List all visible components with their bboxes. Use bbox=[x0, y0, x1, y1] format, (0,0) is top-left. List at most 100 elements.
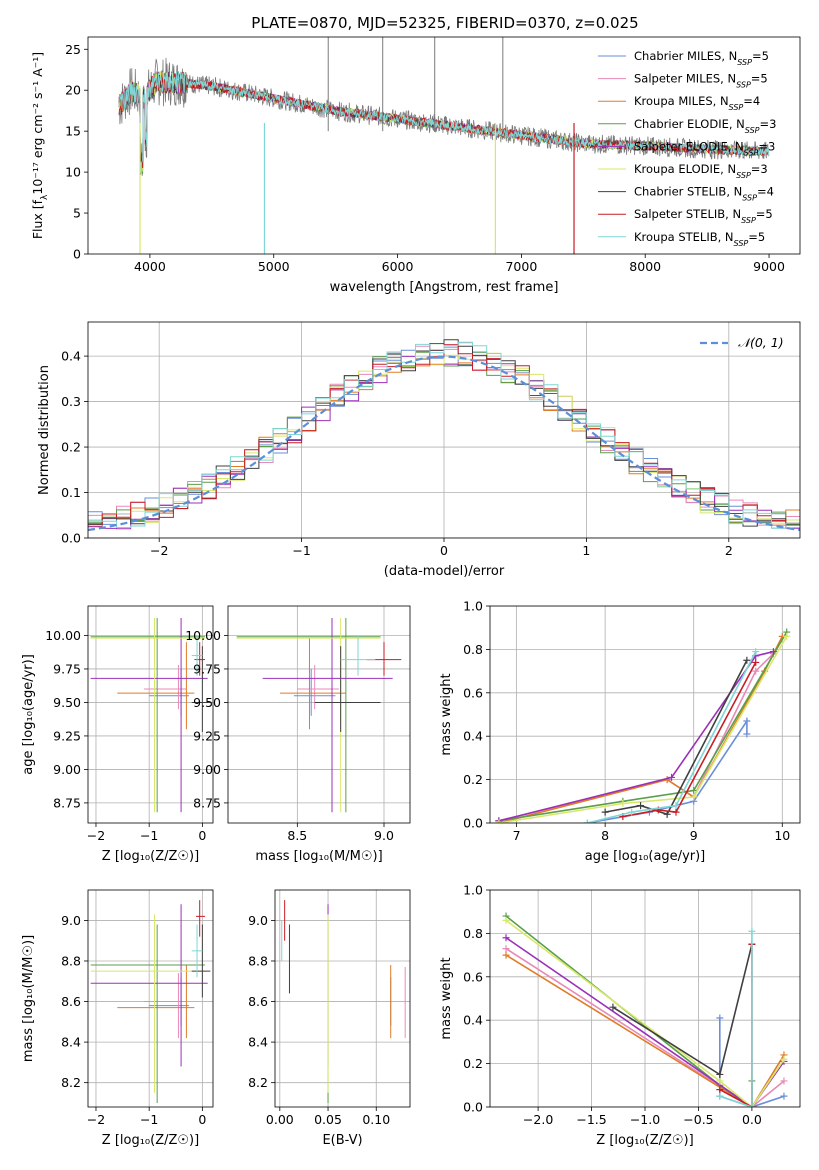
y-axis-label-sub: λ bbox=[40, 194, 50, 200]
y-tick-label: 0.0 bbox=[463, 1100, 483, 1115]
mass-weight-marker-kroupa-stelib bbox=[583, 819, 591, 823]
legend-nssp-sub: SSP bbox=[744, 148, 759, 157]
x-tick-label: 0.10 bbox=[362, 1112, 390, 1127]
x-tick-label: −0.5 bbox=[683, 1112, 713, 1127]
y-tick-label: 10.00 bbox=[45, 628, 81, 643]
legend-label-chabrier-stelib: Chabrier STELIB, NSSP=4 bbox=[634, 185, 774, 203]
legend-series-name: Chabrier STELIB, N bbox=[634, 185, 742, 199]
y-axis-label: mass weight bbox=[439, 957, 454, 1039]
axes-frame bbox=[227, 605, 411, 824]
mass-weight-marker-salpeter-miles bbox=[502, 945, 510, 953]
y-tick-label: 9.00 bbox=[193, 762, 221, 777]
legend-label-kroupa-miles: Kroupa MILES, NSSP=4 bbox=[634, 94, 760, 112]
y-tick-label: 1.0 bbox=[463, 883, 483, 898]
y-tick-label: 9.0 bbox=[61, 913, 81, 928]
y-tick-label: 9.50 bbox=[53, 695, 81, 710]
mass-weight-line-kroupa-elodie bbox=[505, 919, 785, 1107]
legend-label-chabrier-miles: Chabrier MILES, NSSP=5 bbox=[634, 49, 769, 67]
legend-nssp-sub: SSP bbox=[736, 171, 751, 180]
mass-weight-line-salpeter-miles bbox=[498, 653, 774, 822]
x-tick-label: −1.5 bbox=[576, 1112, 606, 1127]
plot-area bbox=[118, 37, 770, 254]
plot-area bbox=[88, 322, 800, 538]
y-axis-label: Flux [fλ10⁻¹⁷ erg cm⁻² s⁻¹ A⁻¹] bbox=[30, 52, 50, 239]
mass-weight-marker-chabrier-stelib bbox=[637, 802, 645, 810]
y-tick-label: 0.8 bbox=[463, 926, 483, 941]
y-axis-label-part: 10⁻¹⁷ erg cm⁻² s⁻¹ A⁻¹] bbox=[30, 52, 45, 195]
x-tick-label: −2 bbox=[87, 828, 105, 843]
figure-title: PLATE=0870, MJD=52325, FIBERID=0370, z=0… bbox=[251, 14, 638, 32]
y-axis-label-part: Flux [f bbox=[30, 199, 45, 239]
legend-series-name: Salpeter STELIB, N bbox=[634, 207, 741, 221]
y-tick-label: 8.6 bbox=[248, 994, 268, 1009]
y-tick-label: 1.0 bbox=[463, 599, 483, 614]
x-tick-label: −2 bbox=[150, 543, 168, 558]
mass-weight-marker-salpeter-elodie bbox=[668, 773, 676, 781]
legend-label-salpeter-miles: Salpeter MILES, NSSP=5 bbox=[634, 72, 768, 90]
mass-weight-marker-chabrier-miles bbox=[743, 717, 751, 725]
x-tick-label: 2 bbox=[725, 543, 733, 558]
mass-weight-marker-salpeter-elodie bbox=[769, 648, 777, 656]
mass-weight-line-kroupa-elodie bbox=[498, 635, 788, 823]
y-tick-label: 0.1 bbox=[61, 485, 81, 500]
x-tick-label: 9000 bbox=[753, 259, 785, 274]
spectrum-line-kroupa-stelib bbox=[118, 71, 770, 173]
x-axis-label: Z [log₁₀(Z/Z☉)] bbox=[102, 849, 199, 864]
mass-weight-marker-kroupa-elodie bbox=[690, 793, 698, 801]
mass-weight-marker-chabrier-miles bbox=[716, 1014, 724, 1022]
mass-weight-marker-chabrier-stelib bbox=[601, 808, 609, 816]
x-tick-label: 0.00 bbox=[266, 1112, 294, 1127]
mass-weight-line-salpeter-miles bbox=[505, 947, 785, 1107]
mass-weight-marker-salpeter-stelib bbox=[716, 1086, 724, 1094]
mass-weight-marker-kroupa-elodie bbox=[783, 632, 791, 640]
legend-nssp-value: =3 bbox=[758, 139, 775, 153]
y-tick-label: 25 bbox=[65, 42, 81, 57]
legend-nssp-value: =4 bbox=[757, 185, 774, 199]
panel-spectrum: 4000 5000 6000 7000 8000 9000 0 5 10 15 20 25 wavele… bbox=[30, 36, 801, 295]
mass-weight-marker-chabrier-miles bbox=[780, 1092, 788, 1100]
spectrum-legend: Chabrier MILES, NSSP=5 Salpeter MILES, NS… bbox=[598, 49, 776, 247]
y-tick-label: 0.0 bbox=[463, 816, 483, 831]
y-tick-label: 5 bbox=[73, 206, 81, 221]
mass-weight-marker-kroupa-stelib bbox=[628, 808, 636, 816]
y-tick-label: 0.2 bbox=[61, 440, 81, 455]
legend-label-salpeter-elodie: Salpeter ELODIE, NSSP=3 bbox=[634, 139, 775, 157]
x-tick-label: −1 bbox=[292, 543, 310, 558]
legend-nssp-sub: SSP bbox=[737, 58, 752, 67]
axes-frame bbox=[489, 605, 801, 824]
mass-weight-marker-kroupa-elodie bbox=[716, 1077, 724, 1085]
mass-weight-marker-kroupa-elodie bbox=[502, 916, 510, 924]
x-tick-label: 0 bbox=[198, 828, 206, 843]
mass-weight-marker-kroupa-stelib bbox=[748, 927, 756, 935]
mass-weight-marker-kroupa-stelib bbox=[716, 1092, 724, 1100]
x-tick-label: 1 bbox=[582, 543, 590, 558]
legend-series-name: Kroupa ELODIE, N bbox=[634, 162, 736, 176]
y-tick-label: 0.6 bbox=[463, 685, 483, 700]
y-tick-label: 15 bbox=[65, 124, 81, 139]
mass-weight-line-chabrier-stelib bbox=[604, 659, 748, 816]
y-tick-label: 20 bbox=[65, 83, 81, 98]
legend-nssp-value: =5 bbox=[752, 49, 769, 63]
x-tick-label: 0.05 bbox=[314, 1112, 342, 1127]
x-tick-label: 0 bbox=[198, 1112, 206, 1127]
x-axis-label: Z [log₁₀(Z/Z☉)] bbox=[596, 1133, 693, 1148]
x-axis-label: (data-model)/error bbox=[384, 564, 505, 579]
legend-nssp-value: =5 bbox=[751, 72, 768, 86]
y-tick-label: 8.2 bbox=[61, 1075, 81, 1090]
y-tick-label: 10.00 bbox=[185, 628, 221, 643]
y-axis-label: mass weight bbox=[439, 673, 454, 755]
mass-weight-marker-kroupa-elodie bbox=[495, 819, 503, 823]
y-tick-label: 0.0 bbox=[61, 531, 81, 546]
x-tick-label: 8000 bbox=[629, 259, 661, 274]
y-tick-label: 0 bbox=[73, 247, 81, 262]
mass-weight-marker-salpeter-miles bbox=[752, 667, 760, 675]
legend-nssp-sub: SSP bbox=[734, 238, 749, 247]
mass-weight-marker-salpeter-miles bbox=[780, 1077, 788, 1085]
x-tick-label: 8 bbox=[601, 828, 609, 843]
y-tick-label: 8.8 bbox=[61, 953, 81, 968]
mass-weight-line-salpeter-elodie bbox=[498, 650, 774, 822]
x-tick-label: 4000 bbox=[134, 259, 166, 274]
plot-area bbox=[275, 890, 410, 1107]
plot-area bbox=[88, 890, 213, 1107]
